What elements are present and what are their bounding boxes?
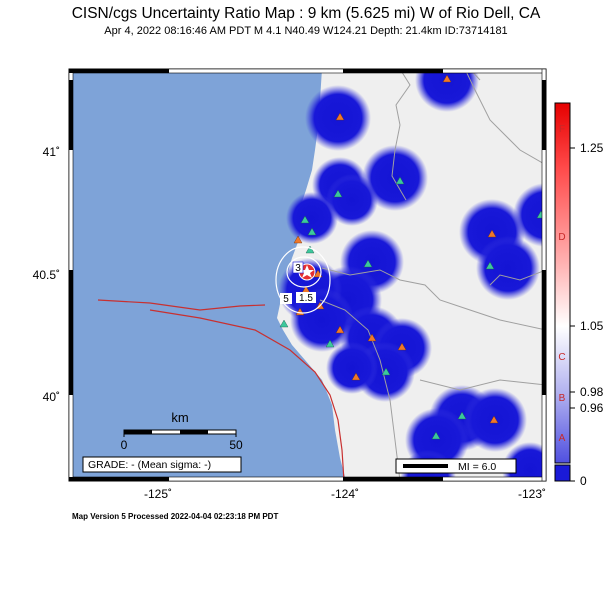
- epicenter-star: [298, 263, 316, 281]
- colorbar-value-0: 0: [580, 474, 587, 488]
- colorbar-value-1-25: 1.25: [580, 141, 604, 155]
- lat-tick-41: 41˚: [43, 145, 60, 159]
- lon-tick-124: -124˚: [331, 487, 359, 501]
- grade-c: C: [558, 352, 565, 363]
- longitude-labels: -125˚ -124˚ -123˚: [144, 487, 546, 501]
- latitude-labels: 41˚ 40.5˚ 40˚: [33, 145, 60, 404]
- uncertainty-contours: [275, 246, 331, 314]
- lon-tick-123: -123˚: [518, 487, 546, 501]
- event-info: Apr 4, 2022 08:16:46 AM PDT M 4.1 N40.49…: [104, 25, 508, 37]
- grade-a: A: [559, 433, 566, 444]
- stations-green: [279, 176, 546, 440]
- uncertainty-blobs: [278, 69, 546, 481]
- lat-tick-40: 40˚: [43, 390, 60, 404]
- contour-label-1-5: 1.5: [299, 293, 313, 304]
- colorbar-value-0-98: 0.98: [580, 385, 604, 399]
- grade-d: D: [558, 232, 565, 243]
- mi-legend-text: MI = 6.0: [458, 461, 496, 473]
- contour-label-3: 3: [295, 263, 301, 274]
- map-version: Map Version 5 Processed 2022-04-04 02:23…: [72, 512, 279, 521]
- scale-bar: km 0 50: [121, 410, 243, 452]
- map-title: CISN/cgs Uncertainty Ratio Map : 9 km (5…: [71, 5, 541, 22]
- contour-label-5: 5: [283, 294, 289, 305]
- lat-tick-40-5: 40.5˚: [33, 268, 60, 282]
- contour-labels: 3 5 1.5: [280, 261, 316, 305]
- scale-start: 0: [121, 438, 128, 452]
- scale-unit: km: [171, 410, 188, 425]
- map-area: 3 5 1.5 km 0 50 GRADE: - (Mean sigma: -)…: [69, 69, 546, 481]
- grade-b: B: [559, 393, 566, 404]
- colorbar-value-0-96: 0.96: [580, 401, 604, 415]
- mi-legend: MI = 6.0: [395, 458, 517, 474]
- grade-box: GRADE: - (Mean sigma: -): [82, 456, 242, 473]
- county-borders: [319, 69, 546, 481]
- colorbar-value-1-05: 1.05: [580, 319, 604, 333]
- colorbar: F D C B A 1.25 1.05 0.98 0.96 0: [554, 102, 604, 488]
- scale-end: 50: [229, 438, 243, 452]
- lon-tick-125: -125˚: [144, 487, 172, 501]
- grade-f: F: [559, 124, 565, 135]
- grade-text: GRADE: - (Mean sigma: -): [88, 459, 211, 471]
- map-frame: [68, 68, 547, 482]
